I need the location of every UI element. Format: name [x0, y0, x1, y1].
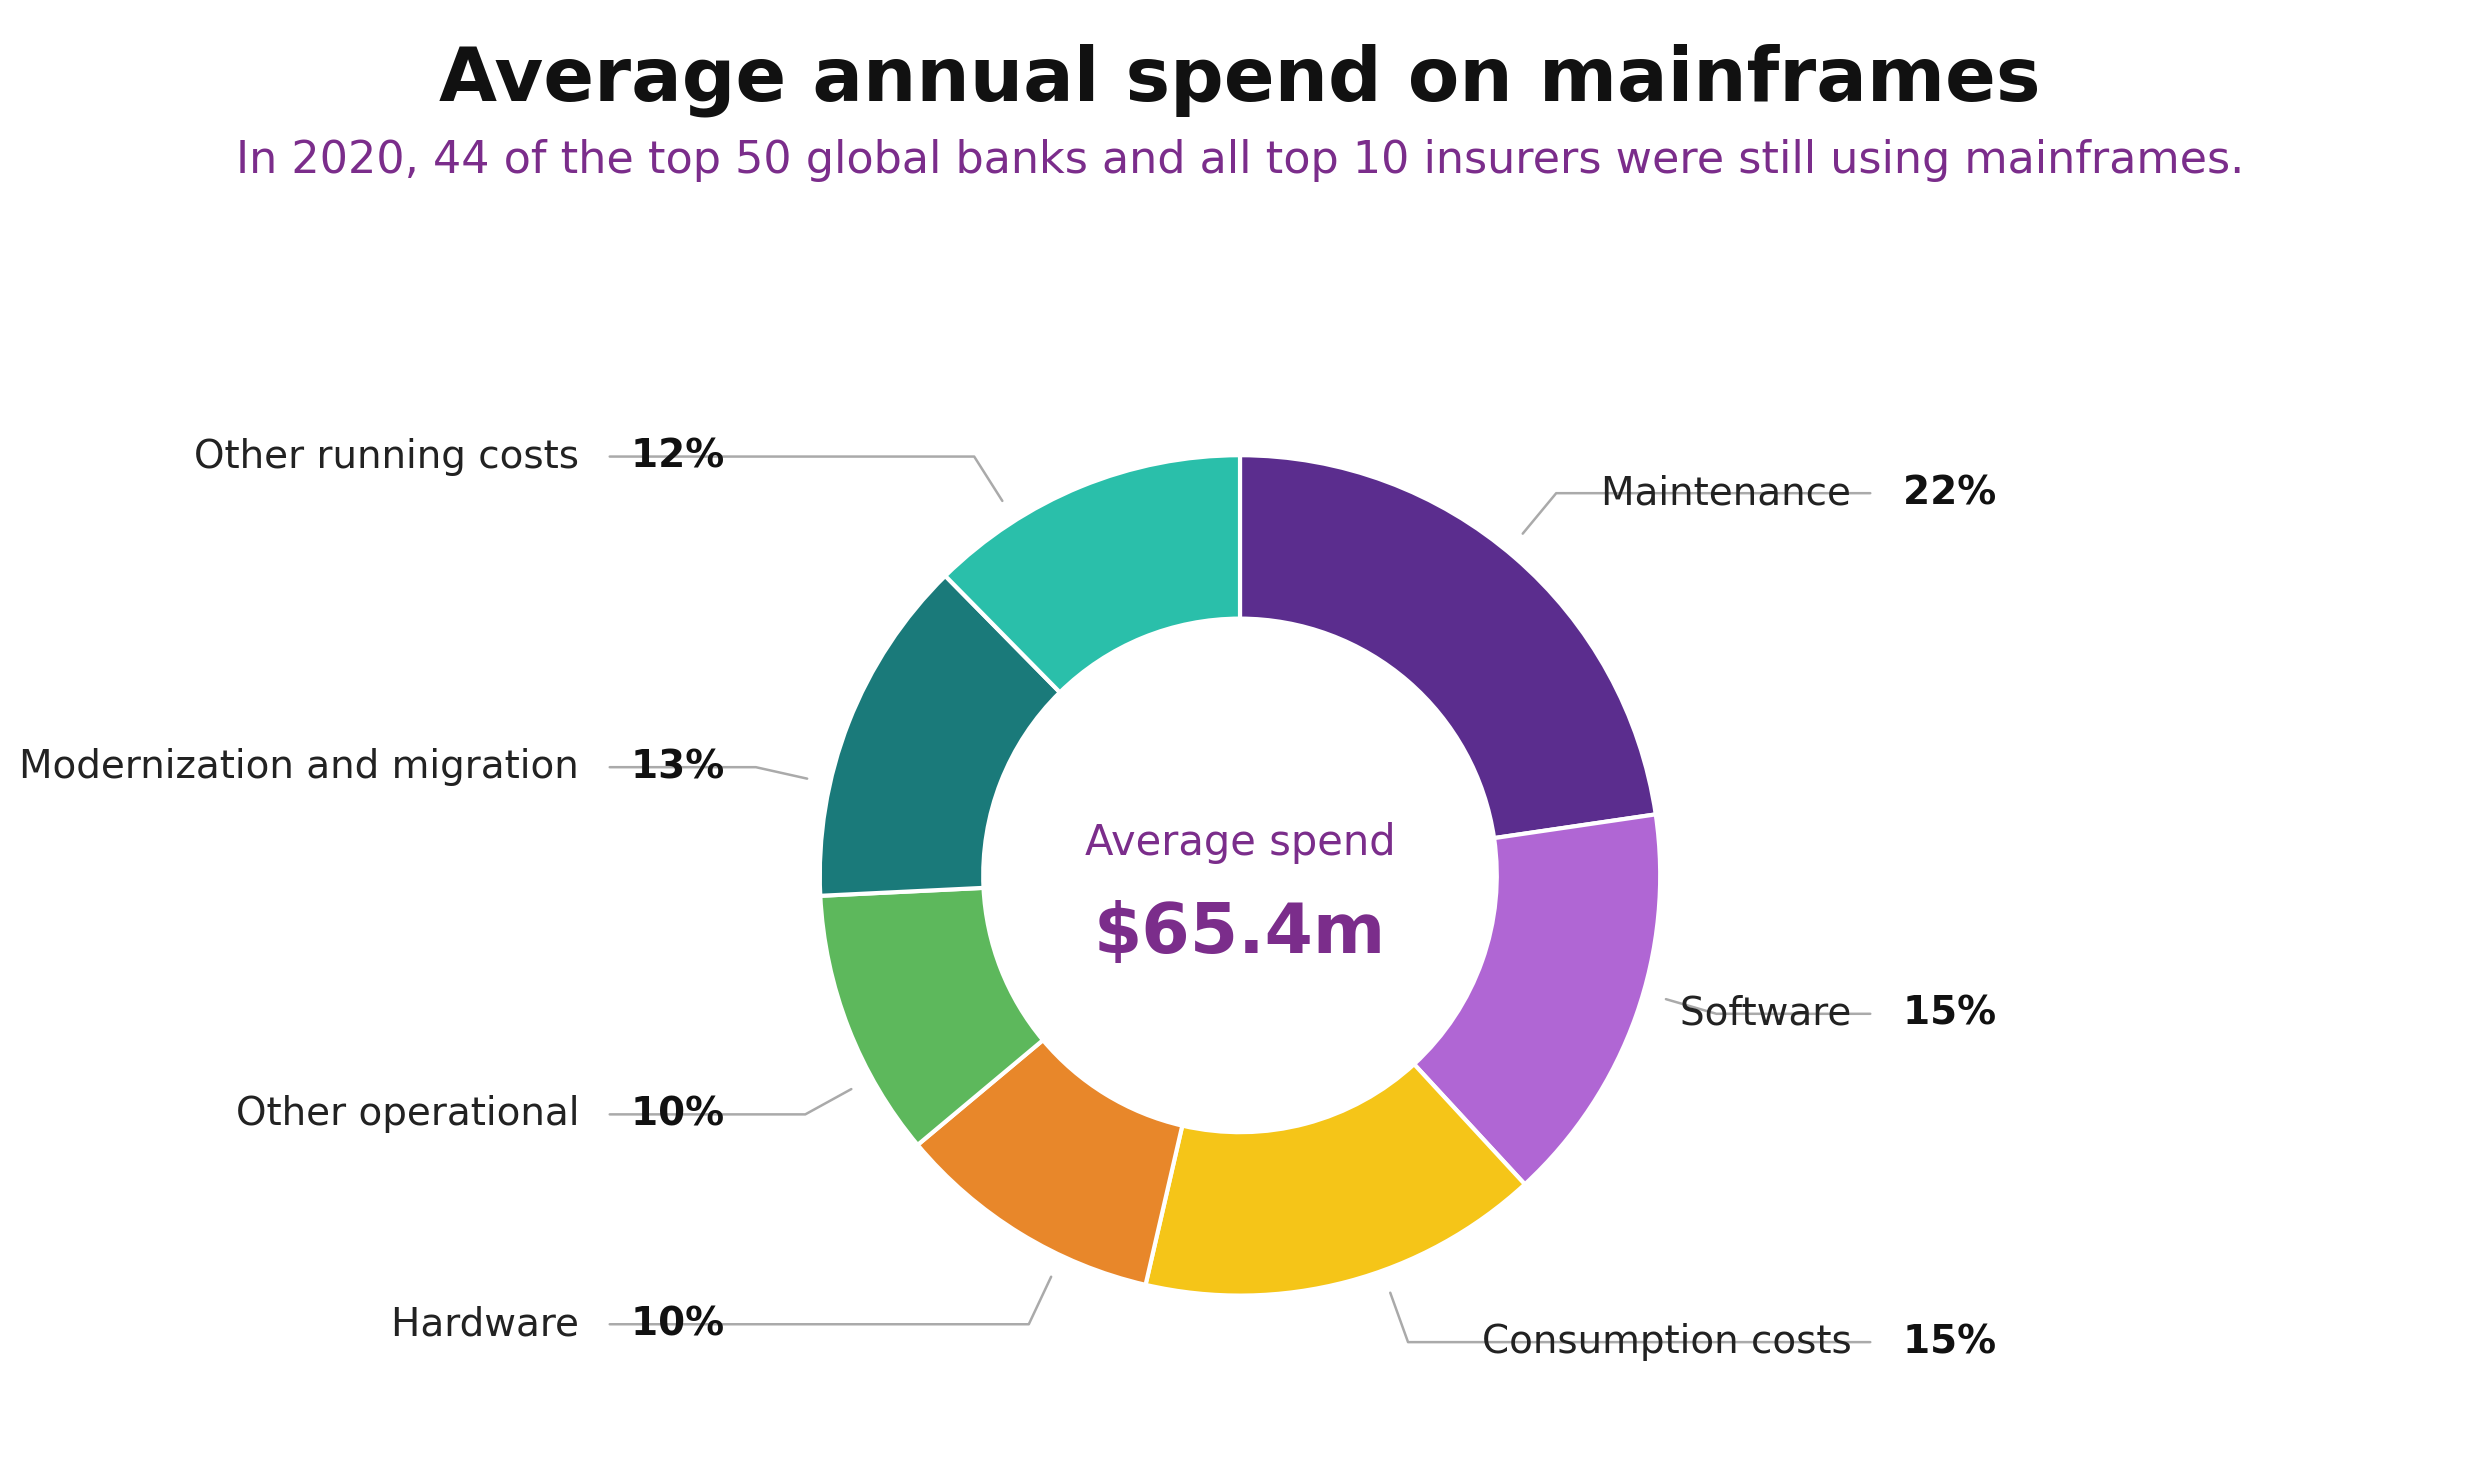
Text: 22%: 22%: [1877, 474, 1996, 512]
Wedge shape: [1146, 1064, 1525, 1296]
Text: 15%: 15%: [1877, 1323, 1996, 1361]
Text: Software: Software: [1679, 995, 1877, 1033]
Text: Consumption costs: Consumption costs: [1481, 1323, 1877, 1361]
Text: 12%: 12%: [603, 438, 724, 476]
Text: Other operational: Other operational: [236, 1096, 603, 1134]
Wedge shape: [918, 1040, 1183, 1285]
Text: In 2020, 44 of the top 50 global banks and all top 10 insurers were still using : In 2020, 44 of the top 50 global banks a…: [236, 139, 2244, 181]
Text: Hardware: Hardware: [392, 1306, 603, 1344]
Wedge shape: [1240, 455, 1657, 837]
Text: 10%: 10%: [603, 1096, 724, 1134]
Wedge shape: [1414, 814, 1659, 1185]
Wedge shape: [945, 455, 1240, 693]
Wedge shape: [821, 576, 1059, 896]
Text: Other running costs: Other running costs: [193, 438, 603, 476]
Wedge shape: [821, 889, 1044, 1145]
Text: $65.4m: $65.4m: [1094, 900, 1386, 967]
Text: 15%: 15%: [1877, 995, 1996, 1033]
Text: Average spend: Average spend: [1084, 823, 1396, 864]
Text: Average annual spend on mainframes: Average annual spend on mainframes: [439, 44, 2041, 117]
Text: 10%: 10%: [603, 1306, 724, 1344]
Text: Maintenance: Maintenance: [1602, 474, 1877, 512]
Text: Modernization and migration: Modernization and migration: [20, 748, 603, 786]
Text: 13%: 13%: [603, 748, 724, 786]
